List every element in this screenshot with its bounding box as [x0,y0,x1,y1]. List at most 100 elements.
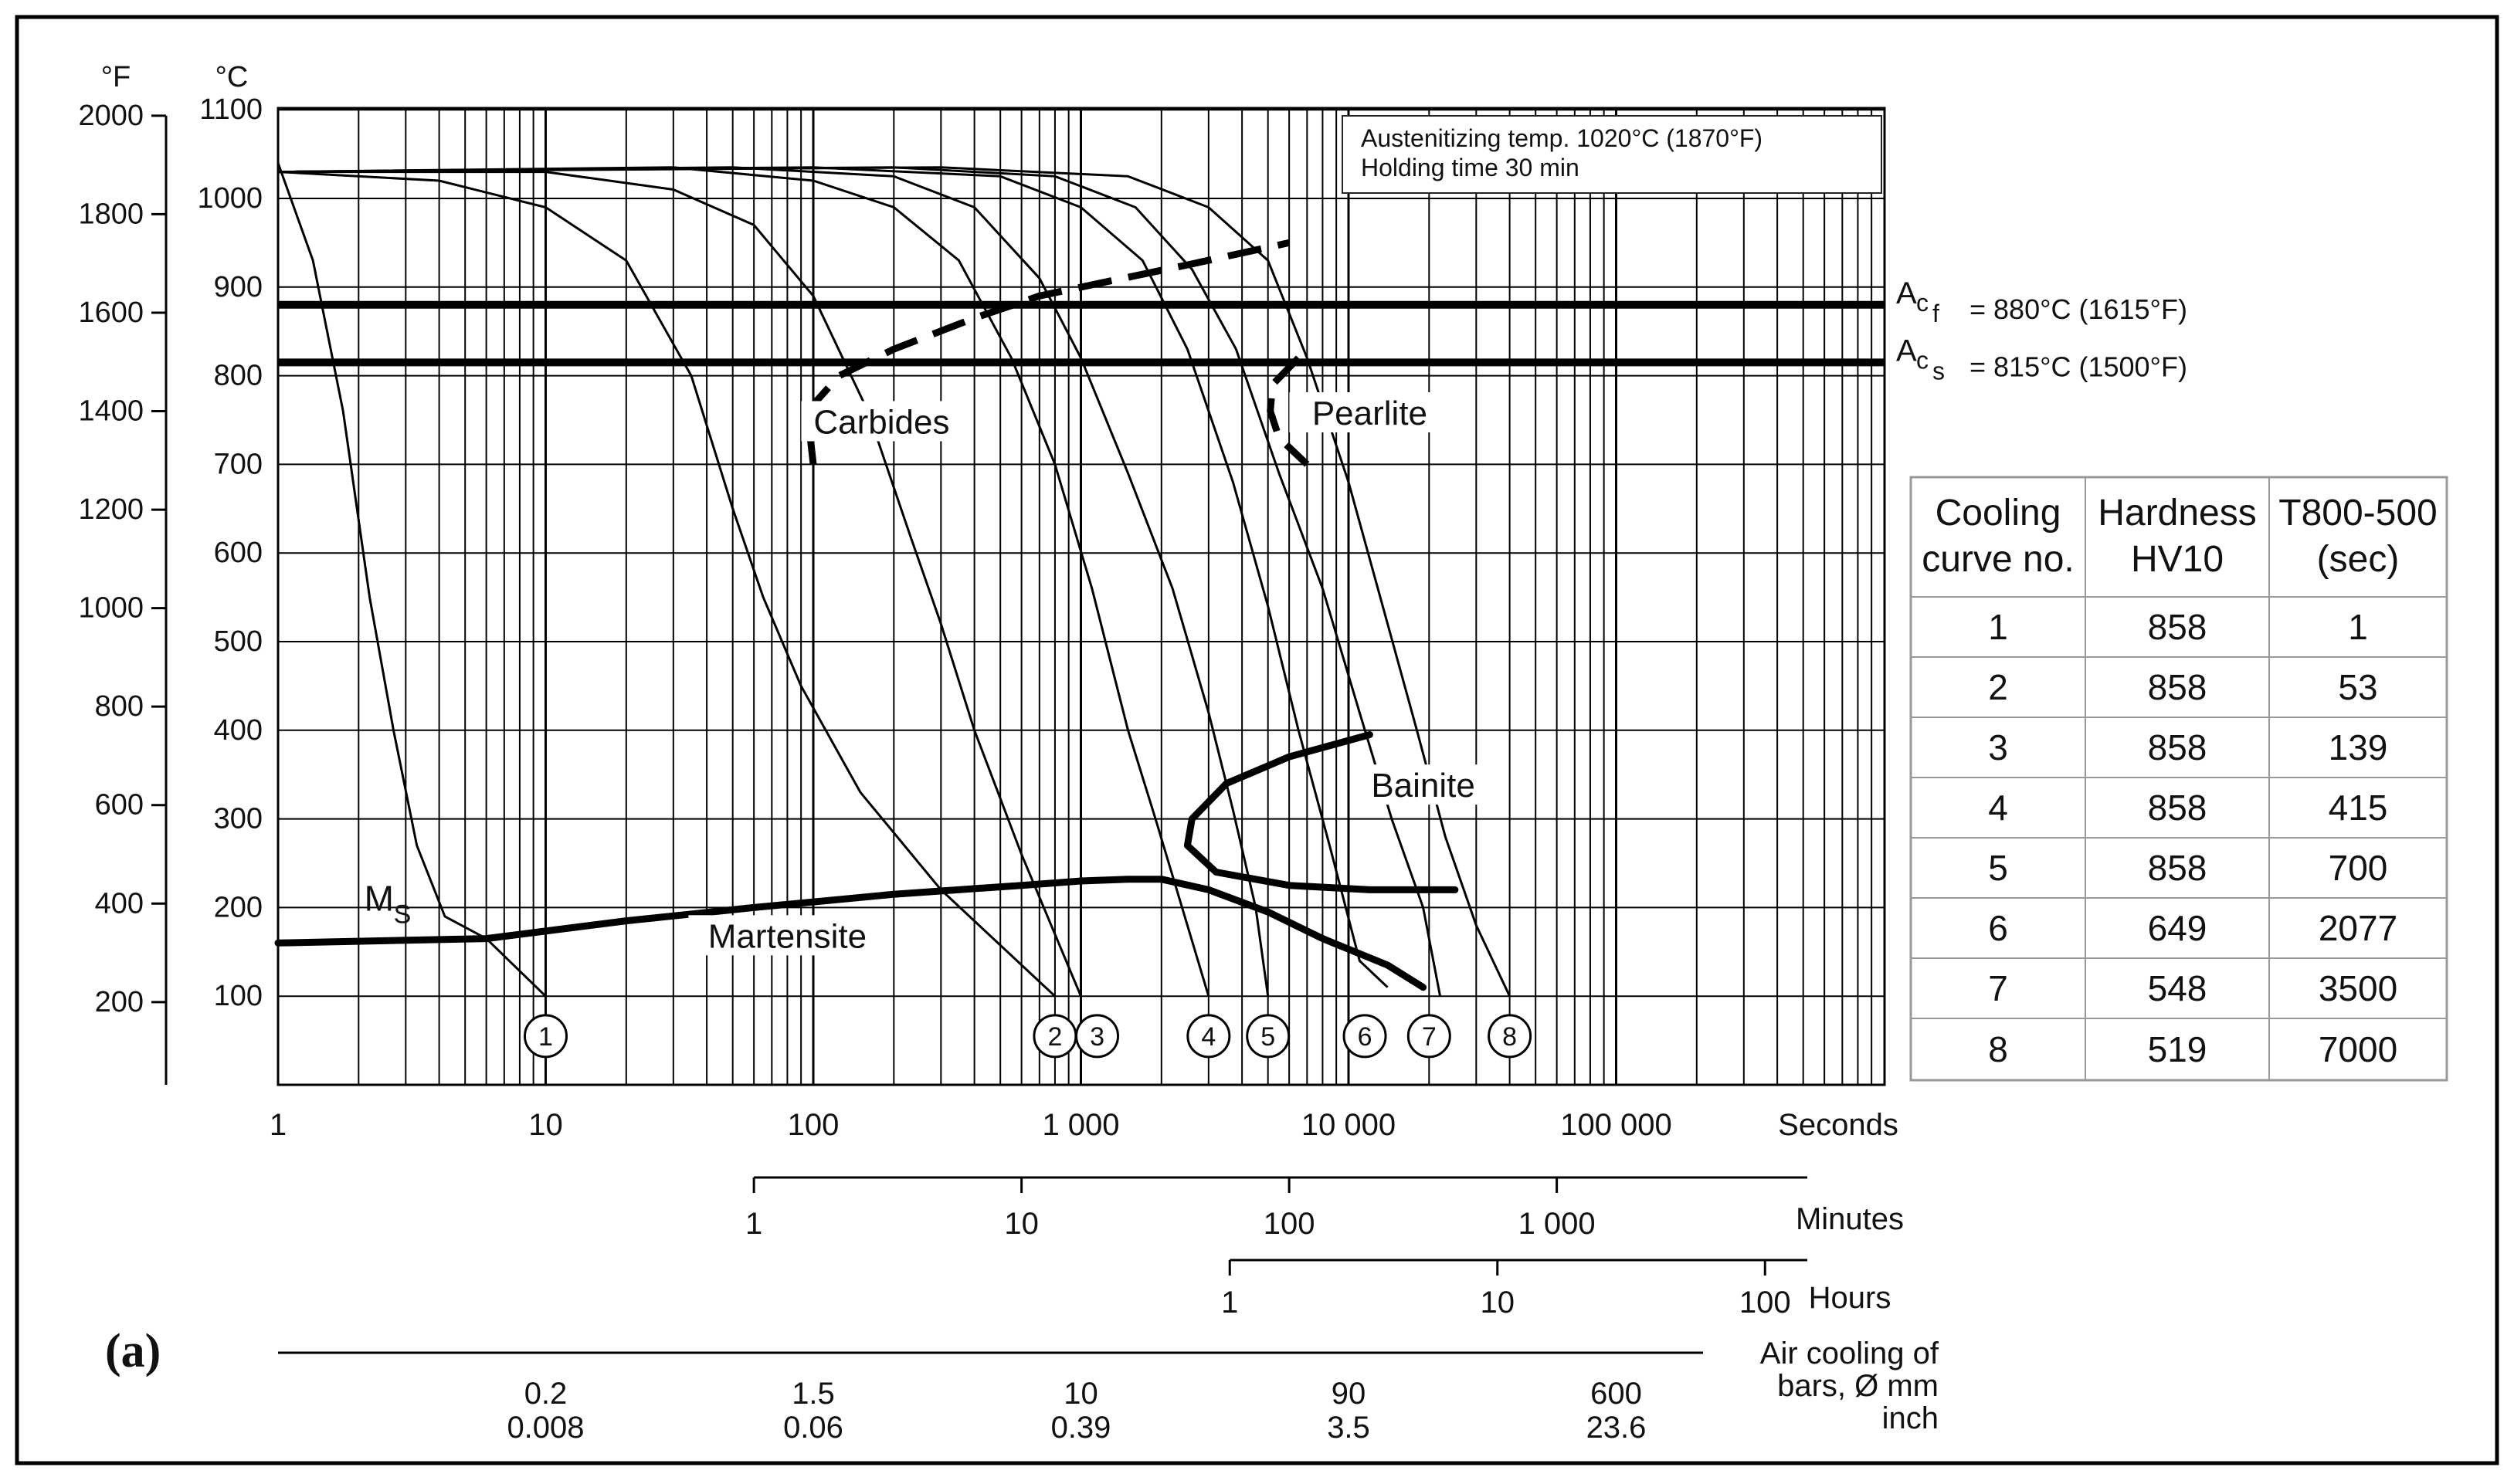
y-tick-label-fahrenheit: 1000 [78,592,144,625]
y-tick-label-celsius: 100 [214,980,263,1012]
y-tick-label-celsius: 700 [214,448,263,480]
y-tick-label-celsius: 300 [214,803,263,835]
table-cell: 7 [1988,968,2008,1008]
bars-tick-label-inch: 0.39 [1051,1411,1111,1445]
reference-label-subsub: s [1932,357,1945,385]
hours-axis-tick-label: 100 [1739,1286,1791,1320]
hours-axis-tick-label: 10 [1481,1286,1515,1320]
region-label-carbides: Carbides [813,403,949,441]
reference-label-sub: c [1916,346,1929,374]
boundary-carbides-start [803,239,1291,465]
reference-label-main: A [1896,276,1917,310]
bars-tick-label-mm: 90 [1332,1377,1366,1411]
table-cell: 858 [2148,788,2207,828]
region-label-bg [1289,392,1450,432]
minutes-axis-unit: Minutes [1796,1202,1904,1236]
y-tick-label-celsius: 500 [214,625,263,658]
title-box [1342,115,1882,194]
cooling-table: Cooling curve no. Hardness HV10 T800-500 (sec… [1909,476,2448,1082]
curve-marker-circle [1246,1014,1291,1059]
table-frame [1909,476,2448,1082]
bars-axis-unit-line2: bars, Ø mm [1777,1369,1939,1403]
table-cell: 4 [1988,788,2008,828]
region-label-bg [801,401,962,442]
cooling-curve-4 [277,166,1210,997]
minutes-axis-tick-label: 1 [745,1207,762,1241]
curve-marker-circle [1186,1014,1231,1059]
table-cell: 415 [2329,788,2388,828]
table-cell: 649 [2148,908,2207,948]
curve-marker-label: 2 [1047,1022,1062,1052]
table-header-cell: (sec) [2317,539,2400,580]
bars-tick-label-mm: 1.5 [792,1377,835,1411]
minutes-axis-tick-label: 1 000 [1518,1207,1596,1241]
table-cell: 858 [2148,607,2207,647]
table-cell: 5 [1988,848,2008,888]
reference-label-sub: c [1916,289,1929,317]
bars-axis-unit-line1: Air cooling of [1760,1337,1939,1370]
x-tick-label-seconds: 100 [788,1108,840,1142]
y-tick-label-celsius: 900 [214,271,263,303]
y-tick-label-celsius: 800 [214,360,263,392]
boundary-pearlite-nose [1267,355,1310,467]
y-tick-label-celsius: 1100 [199,93,263,126]
bars-tick-label-inch: 23.6 [1586,1411,1647,1445]
table-cell: 6 [1988,908,2008,948]
x-axis-unit-seconds: Seconds [1778,1108,1898,1142]
cooling-curve-6 [277,166,1389,988]
bars-tick-label-mm: 0.2 [524,1377,568,1411]
x-tick-label-seconds: 100 000 [1560,1108,1672,1142]
y-tick-label-celsius: 1000 [197,182,263,215]
curve-marker-circle [1406,1014,1451,1059]
reference-label-rest: = 815°C (1500°F) [1969,351,2187,382]
table-cell: 3 [1988,727,2008,767]
table-cell: 8 [1988,1029,2008,1069]
region-label-bainite: Bainite [1371,767,1475,805]
curve-marker-label: 8 [1502,1022,1517,1052]
boundary-bainite-nose [1183,731,1459,893]
x-tick-label-seconds: 1 [270,1108,287,1142]
table-cell: 2077 [2319,908,2397,948]
x-tick-label-seconds: 10 [528,1108,563,1142]
y-tick-label-celsius: 400 [214,714,263,747]
table-cell: 7000 [2319,1029,2397,1069]
table-header-cell: HV10 [2131,539,2224,580]
y-axis-unit-celsius: °C [215,61,249,93]
chart-subtitle: Holding time 30 min [1361,154,1579,181]
curve-marker-label: 6 [1358,1022,1372,1052]
bars-tick-label-inch: 0.008 [507,1411,584,1445]
y-tick-label-fahrenheit: 1200 [78,493,144,526]
region-label-pearlite: Pearlite [1312,395,1427,432]
bars-axis-unit-line3: inch [1882,1401,1939,1435]
cooling-curve-7 [277,166,1442,997]
cooling-curve-1 [277,162,547,998]
bars-tick-label-mm: 600 [1590,1377,1642,1411]
y-tick-label-fahrenheit: 400 [95,887,144,920]
curve-marker-label: 7 [1422,1022,1437,1052]
table-header-cell: T800-500 [2278,493,2437,534]
table-cell: 1 [2348,607,2368,647]
table-header-cell: Hardness [2098,493,2256,534]
table-cell: 139 [2329,727,2388,767]
cooling-curve-2 [277,171,1056,998]
region-labels: Carbides Pearlite Bainite Martensite M S [365,392,1494,956]
ms-label-sub: S [394,900,412,930]
axes: 10020030040050060070080090010001100°C200… [78,61,1898,1142]
bars-tick-label-inch: 0.06 [783,1411,843,1445]
transformation-boundaries [274,239,1459,991]
curve-marker-label: 3 [1090,1022,1104,1052]
y-tick-label-celsius: 200 [214,891,263,923]
table-cell: 1 [1988,607,2008,647]
table-cell: 53 [2338,667,2377,707]
y-tick-label-fahrenheit: 1800 [78,198,144,230]
minutes-axis-tick-label: 100 [1264,1207,1315,1241]
hours-axis-tick-label: 1 [1221,1286,1238,1320]
cooling-curves [277,162,1511,998]
y-tick-label-celsius: 600 [214,537,263,569]
hours-axis-unit: Hours [1809,1281,1891,1315]
table-header-cell: Cooling [1936,493,2061,534]
